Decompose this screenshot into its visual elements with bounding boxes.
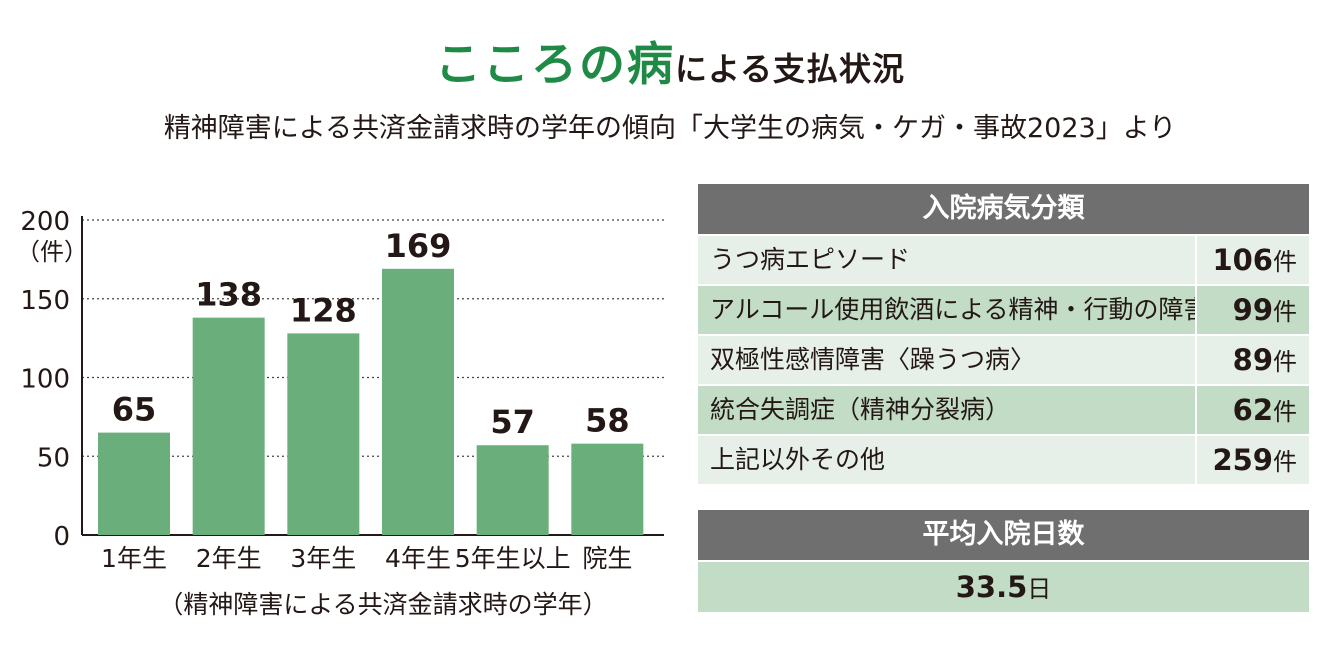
row-label: 上記以外その他 xyxy=(698,436,1195,484)
data-label: 58 xyxy=(585,402,630,440)
bar xyxy=(382,268,454,535)
bar xyxy=(571,443,644,535)
bar xyxy=(98,432,170,535)
data-label: 169 xyxy=(385,227,452,265)
row-value: 106件 xyxy=(1197,236,1309,284)
table-row: 上記以外その他 259件 xyxy=(698,436,1309,484)
row-value-unit: 件 xyxy=(1273,398,1297,426)
x-tick-label: 1年生 xyxy=(101,544,167,573)
inpatient-classification-table: 入院病気分類 うつ病エピソード 106件 アルコール使用飲酒による精神・行動の障害 9… xyxy=(698,184,1309,484)
data-label: 65 xyxy=(112,391,157,429)
page-subtitle: 精神障害による共済金請求時の学年の傾向「大学生の病気・ケガ・事故2023」より xyxy=(163,113,1177,144)
row-label: アルコール使用飲酒による精神・行動の障害 xyxy=(698,286,1195,334)
data-label: 138 xyxy=(195,276,262,314)
row-value-unit: 件 xyxy=(1273,348,1297,376)
average-stay-panel: 平均入院日数 33.5日 xyxy=(698,510,1309,612)
row-label: 統合失調症（精神分裂病） xyxy=(698,386,1195,434)
title-rest: による支払状況 xyxy=(674,50,906,88)
row-label: うつ病エピソード xyxy=(698,236,1195,284)
y-tick-label: 50 xyxy=(37,443,70,473)
row-value-number: 259 xyxy=(1212,443,1273,477)
row-label: 双極性感情障害〈躁うつ病〉 xyxy=(698,336,1195,384)
inpatient-table-body: うつ病エピソード 106件 アルコール使用飲酒による精神・行動の障害 99件 双極性感情… xyxy=(698,236,1309,484)
x-tick-label: 5年生以上 xyxy=(455,544,571,573)
y-axis-unit: （件） xyxy=(16,238,88,266)
bar xyxy=(476,445,549,535)
row-value: 99件 xyxy=(1197,286,1309,334)
average-stay-unit: 日 xyxy=(1027,575,1052,603)
average-stay-header: 平均入院日数 xyxy=(698,510,1309,560)
row-value: 62件 xyxy=(1197,386,1309,434)
x-tick-label: 院生 xyxy=(582,544,632,573)
table-row: 統合失調症（精神分裂病） 62件 xyxy=(698,386,1309,434)
x-tick-label: 3年生 xyxy=(290,544,356,573)
row-value-unit: 件 xyxy=(1273,448,1297,476)
x-tick-label: 4年生 xyxy=(385,544,451,573)
row-value: 89件 xyxy=(1197,336,1309,384)
average-stay-number: 33.5 xyxy=(955,570,1028,604)
x-axis-title: （精神障害による共済金請求時の学年） xyxy=(158,590,607,619)
inpatient-table-header: 入院病気分類 xyxy=(698,184,1309,234)
row-value-number: 62 xyxy=(1232,393,1273,427)
x-tick-label: 2年生 xyxy=(196,544,262,573)
page-title: こころの病による支払状況 xyxy=(0,28,1340,94)
y-tick-label: 200 xyxy=(20,207,70,237)
bar xyxy=(192,317,265,535)
row-value-unit: 件 xyxy=(1273,298,1297,326)
average-stay-value: 33.5日 xyxy=(698,562,1309,612)
bar-chart: 0 50 100 150 200（件） 65 1年生 138 2年生 128 3年生 169 4年生 57… xyxy=(16,207,664,619)
title-accent: こころの病 xyxy=(434,37,675,91)
row-value-number: 99 xyxy=(1232,293,1273,327)
bar xyxy=(287,333,360,535)
row-value-number: 89 xyxy=(1232,343,1273,377)
table-row: うつ病エピソード 106件 xyxy=(698,236,1309,284)
row-value: 259件 xyxy=(1197,436,1309,484)
data-label: 57 xyxy=(490,403,535,441)
row-value-unit: 件 xyxy=(1273,248,1297,276)
y-tick-label: 150 xyxy=(20,286,70,316)
table-row: アルコール使用飲酒による精神・行動の障害 99件 xyxy=(698,286,1309,334)
y-tick-label: 0 xyxy=(53,522,70,552)
row-value-number: 106 xyxy=(1212,243,1273,277)
data-label: 128 xyxy=(290,291,357,329)
table-row: 双極性感情障害〈躁うつ病〉 89件 xyxy=(698,336,1309,384)
y-tick-label: 100 xyxy=(20,365,70,395)
